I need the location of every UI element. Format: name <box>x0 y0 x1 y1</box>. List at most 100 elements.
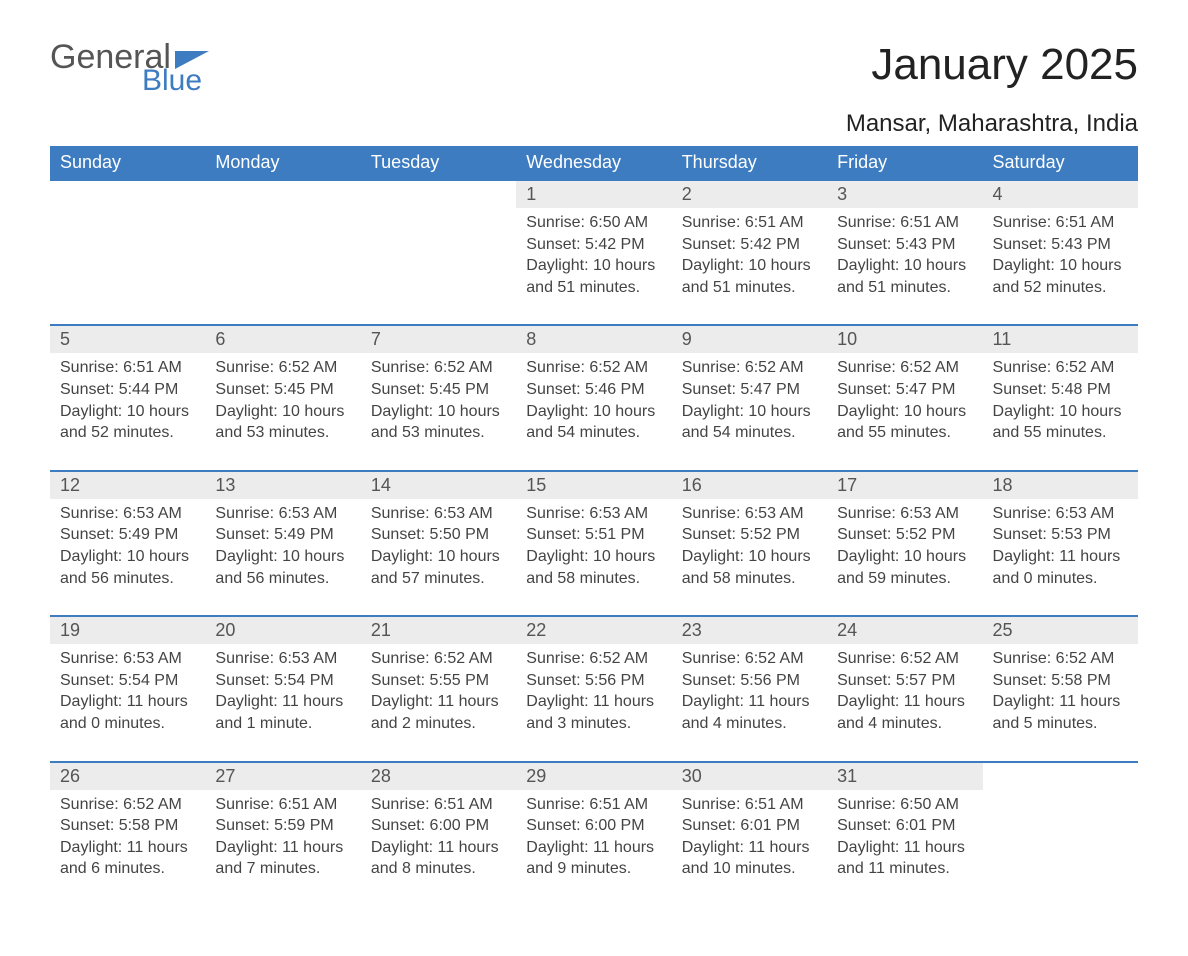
day-cell: Sunrise: 6:52 AMSunset: 5:48 PMDaylight:… <box>983 353 1138 470</box>
location: Mansar, Maharashtra, India <box>50 110 1138 138</box>
day-cell: Sunrise: 6:51 AMSunset: 6:01 PMDaylight:… <box>672 790 827 906</box>
day-cell <box>361 208 516 325</box>
day-number: 13 <box>205 471 360 499</box>
sunset-line: Sunset: 6:00 PM <box>371 815 506 837</box>
sunrise-line: Sunrise: 6:50 AM <box>526 212 661 234</box>
day-cell: Sunrise: 6:53 AMSunset: 5:49 PMDaylight:… <box>205 499 360 616</box>
day-cell: Sunrise: 6:52 AMSunset: 5:46 PMDaylight:… <box>516 353 671 470</box>
day-cell: Sunrise: 6:52 AMSunset: 5:57 PMDaylight:… <box>827 644 982 761</box>
day-number <box>205 180 360 208</box>
day-number: 10 <box>827 325 982 353</box>
day-number: 22 <box>516 616 671 644</box>
day-cell: Sunrise: 6:53 AMSunset: 5:54 PMDaylight:… <box>50 644 205 761</box>
day-number: 17 <box>827 471 982 499</box>
day-cell: Sunrise: 6:52 AMSunset: 5:45 PMDaylight:… <box>361 353 516 470</box>
sunset-line: Sunset: 5:42 PM <box>526 234 661 256</box>
sunrise-line: Sunrise: 6:51 AM <box>371 794 506 816</box>
day-number: 15 <box>516 471 671 499</box>
day-cell: Sunrise: 6:52 AMSunset: 5:56 PMDaylight:… <box>516 644 671 761</box>
day-cell: Sunrise: 6:53 AMSunset: 5:52 PMDaylight:… <box>827 499 982 616</box>
day-content-row: Sunrise: 6:53 AMSunset: 5:49 PMDaylight:… <box>50 499 1138 616</box>
day-cell: Sunrise: 6:53 AMSunset: 5:54 PMDaylight:… <box>205 644 360 761</box>
sunrise-line: Sunrise: 6:52 AM <box>371 648 506 670</box>
daylight-line: Daylight: 11 hours and 10 minutes. <box>682 837 817 880</box>
sunrise-line: Sunrise: 6:52 AM <box>993 357 1128 379</box>
daylight-line: Daylight: 11 hours and 5 minutes. <box>993 691 1128 734</box>
sunset-line: Sunset: 6:01 PM <box>837 815 972 837</box>
sunset-line: Sunset: 5:49 PM <box>60 524 195 546</box>
sunrise-line: Sunrise: 6:50 AM <box>837 794 972 816</box>
day-cell <box>50 208 205 325</box>
daylight-line: Daylight: 10 hours and 58 minutes. <box>682 546 817 589</box>
sunrise-line: Sunrise: 6:53 AM <box>837 503 972 525</box>
day-cell: Sunrise: 6:53 AMSunset: 5:49 PMDaylight:… <box>50 499 205 616</box>
day-cell: Sunrise: 6:52 AMSunset: 5:58 PMDaylight:… <box>983 644 1138 761</box>
day-number: 11 <box>983 325 1138 353</box>
sunrise-line: Sunrise: 6:53 AM <box>682 503 817 525</box>
sunset-line: Sunset: 5:44 PM <box>60 379 195 401</box>
day-number <box>50 180 205 208</box>
sunset-line: Sunset: 5:43 PM <box>993 234 1128 256</box>
day-header-row: SundayMondayTuesdayWednesdayThursdayFrid… <box>50 146 1138 180</box>
sunset-line: Sunset: 5:55 PM <box>371 670 506 692</box>
day-cell: Sunrise: 6:51 AMSunset: 5:43 PMDaylight:… <box>983 208 1138 325</box>
sunset-line: Sunset: 5:57 PM <box>837 670 972 692</box>
sunrise-line: Sunrise: 6:52 AM <box>526 357 661 379</box>
day-cell: Sunrise: 6:53 AMSunset: 5:52 PMDaylight:… <box>672 499 827 616</box>
sunset-line: Sunset: 6:01 PM <box>682 815 817 837</box>
day-number: 31 <box>827 762 982 790</box>
day-number <box>361 180 516 208</box>
sunrise-line: Sunrise: 6:53 AM <box>215 503 350 525</box>
sunset-line: Sunset: 5:53 PM <box>993 524 1128 546</box>
day-cell <box>205 208 360 325</box>
day-header: Monday <box>205 146 360 180</box>
day-number: 23 <box>672 616 827 644</box>
day-header: Friday <box>827 146 982 180</box>
day-header: Wednesday <box>516 146 671 180</box>
calendar-table: SundayMondayTuesdayWednesdayThursdayFrid… <box>50 146 1138 906</box>
day-cell: Sunrise: 6:51 AMSunset: 6:00 PMDaylight:… <box>516 790 671 906</box>
daylight-line: Daylight: 11 hours and 0 minutes. <box>60 691 195 734</box>
day-cell <box>983 790 1138 906</box>
sunset-line: Sunset: 5:59 PM <box>215 815 350 837</box>
daylight-line: Daylight: 11 hours and 1 minute. <box>215 691 350 734</box>
day-content-row: Sunrise: 6:51 AMSunset: 5:44 PMDaylight:… <box>50 353 1138 470</box>
day-content-row: Sunrise: 6:53 AMSunset: 5:54 PMDaylight:… <box>50 644 1138 761</box>
sunrise-line: Sunrise: 6:52 AM <box>526 648 661 670</box>
header: General Blue January 2025 <box>50 40 1138 96</box>
daylight-line: Daylight: 11 hours and 0 minutes. <box>993 546 1128 589</box>
sunrise-line: Sunrise: 6:52 AM <box>993 648 1128 670</box>
sunset-line: Sunset: 6:00 PM <box>526 815 661 837</box>
sunset-line: Sunset: 5:46 PM <box>526 379 661 401</box>
daylight-line: Daylight: 10 hours and 51 minutes. <box>682 255 817 298</box>
sunrise-line: Sunrise: 6:53 AM <box>60 648 195 670</box>
day-number: 5 <box>50 325 205 353</box>
daylight-line: Daylight: 11 hours and 11 minutes. <box>837 837 972 880</box>
day-cell: Sunrise: 6:51 AMSunset: 5:42 PMDaylight:… <box>672 208 827 325</box>
day-number-row: 262728293031 <box>50 762 1138 790</box>
sunset-line: Sunset: 5:47 PM <box>837 379 972 401</box>
sunrise-line: Sunrise: 6:53 AM <box>60 503 195 525</box>
sunrise-line: Sunrise: 6:52 AM <box>837 648 972 670</box>
daylight-line: Daylight: 10 hours and 55 minutes. <box>837 401 972 444</box>
sunset-line: Sunset: 5:49 PM <box>215 524 350 546</box>
day-number: 25 <box>983 616 1138 644</box>
daylight-line: Daylight: 11 hours and 4 minutes. <box>682 691 817 734</box>
daylight-line: Daylight: 10 hours and 53 minutes. <box>371 401 506 444</box>
sunrise-line: Sunrise: 6:52 AM <box>837 357 972 379</box>
sunrise-line: Sunrise: 6:53 AM <box>993 503 1128 525</box>
sunrise-line: Sunrise: 6:52 AM <box>215 357 350 379</box>
day-number: 18 <box>983 471 1138 499</box>
sunset-line: Sunset: 5:42 PM <box>682 234 817 256</box>
day-number: 8 <box>516 325 671 353</box>
day-cell: Sunrise: 6:52 AMSunset: 5:56 PMDaylight:… <box>672 644 827 761</box>
sunrise-line: Sunrise: 6:51 AM <box>993 212 1128 234</box>
sunrise-line: Sunrise: 6:51 AM <box>837 212 972 234</box>
logo-text-blue: Blue <box>142 66 209 96</box>
day-cell: Sunrise: 6:51 AMSunset: 5:59 PMDaylight:… <box>205 790 360 906</box>
day-cell: Sunrise: 6:52 AMSunset: 5:58 PMDaylight:… <box>50 790 205 906</box>
day-number-row: 19202122232425 <box>50 616 1138 644</box>
sunrise-line: Sunrise: 6:51 AM <box>682 212 817 234</box>
day-number: 26 <box>50 762 205 790</box>
day-cell: Sunrise: 6:53 AMSunset: 5:51 PMDaylight:… <box>516 499 671 616</box>
